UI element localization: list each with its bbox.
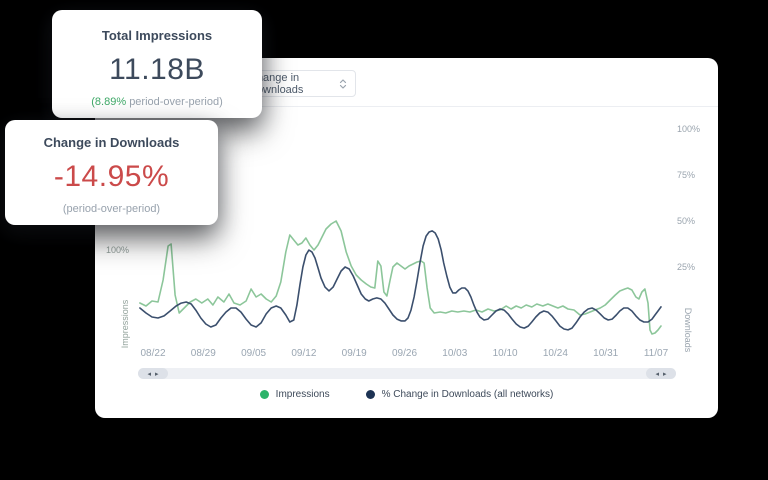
scroll-prev-icon[interactable]: ◂ xyxy=(147,370,151,378)
legend-item-downloads[interactable]: % Change in Downloads (all networks) xyxy=(365,389,554,400)
left-axis-title: Impressions xyxy=(120,299,130,349)
x-tick-label: 09/05 xyxy=(241,348,267,359)
x-tick-label: 10/24 xyxy=(542,348,568,359)
x-axis-labels: 08/22 08/29 09/05 09/12 09/19 09/26 10/03 10/10… xyxy=(95,348,718,362)
scroll-next-icon[interactable]: ▸ xyxy=(663,370,667,378)
scrollbar-right-handle[interactable]: ◂ ▸ xyxy=(646,368,676,379)
card-subtitle: (period-over-period) xyxy=(62,203,161,215)
legend-label: Impressions xyxy=(275,389,330,400)
card-title: Total Impressions xyxy=(101,28,213,43)
y-tick-label: 50% xyxy=(677,216,696,226)
delta-value: (8.89% xyxy=(91,96,127,108)
scrollbar-left-handle[interactable]: ◂ ▸ xyxy=(138,368,168,379)
series-line xyxy=(139,220,662,335)
right-axis-title: Downloads xyxy=(683,307,693,353)
impressions-dot-icon xyxy=(259,390,269,399)
card-title: Change in Downloads xyxy=(43,135,180,150)
x-tick-label: 08/22 xyxy=(140,348,166,359)
card-value: -14.95% xyxy=(53,160,170,193)
x-tick-label: 10/03 xyxy=(442,348,468,359)
select-caret-icon xyxy=(339,78,347,90)
legend-label: % Change in Downloads (all networks) xyxy=(381,389,554,400)
x-tick-label: 10/10 xyxy=(492,348,518,359)
y-tick-label: 100% xyxy=(105,245,129,255)
y-tick-label: 75% xyxy=(677,170,696,180)
change-in-downloads-card: Change in Downloads -14.95% (period-over… xyxy=(5,120,218,225)
scroll-prev-icon[interactable]: ◂ xyxy=(655,370,659,378)
x-tick-label: 11/07 xyxy=(643,348,669,359)
series-line xyxy=(139,230,662,331)
total-impressions-card: Total Impressions 11.18B (8.89% period-o… xyxy=(52,10,262,118)
y-tick-label: 25% xyxy=(677,262,696,272)
chart-legend: Impressions % Change in Downloads (all n… xyxy=(95,389,718,400)
delta-label: period-over-period) xyxy=(129,96,223,108)
x-tick-label: 08/29 xyxy=(190,348,216,359)
x-tick-label: 09/19 xyxy=(341,348,367,359)
y-tick-label: 100% xyxy=(677,124,701,134)
legend-item-impressions[interactable]: Impressions xyxy=(259,389,330,400)
chart-scrollbar[interactable]: ◂ ▸ ◂ ▸ xyxy=(138,368,676,379)
x-tick-label: 09/26 xyxy=(391,348,418,359)
x-tick-label: 10/31 xyxy=(593,348,619,359)
downloads-dot-icon xyxy=(365,390,375,399)
metric-select-value: Change in Downloads xyxy=(249,71,304,96)
chart-panel: Change in Downloads 100% 100% 75% 50% 25% I… xyxy=(95,58,718,418)
card-value: 11.18B xyxy=(109,53,205,86)
scroll-next-icon[interactable]: ▸ xyxy=(155,370,159,378)
card-subtitle: (8.89% period-over-period) xyxy=(91,96,222,108)
x-tick-label: 09/12 xyxy=(291,348,317,359)
